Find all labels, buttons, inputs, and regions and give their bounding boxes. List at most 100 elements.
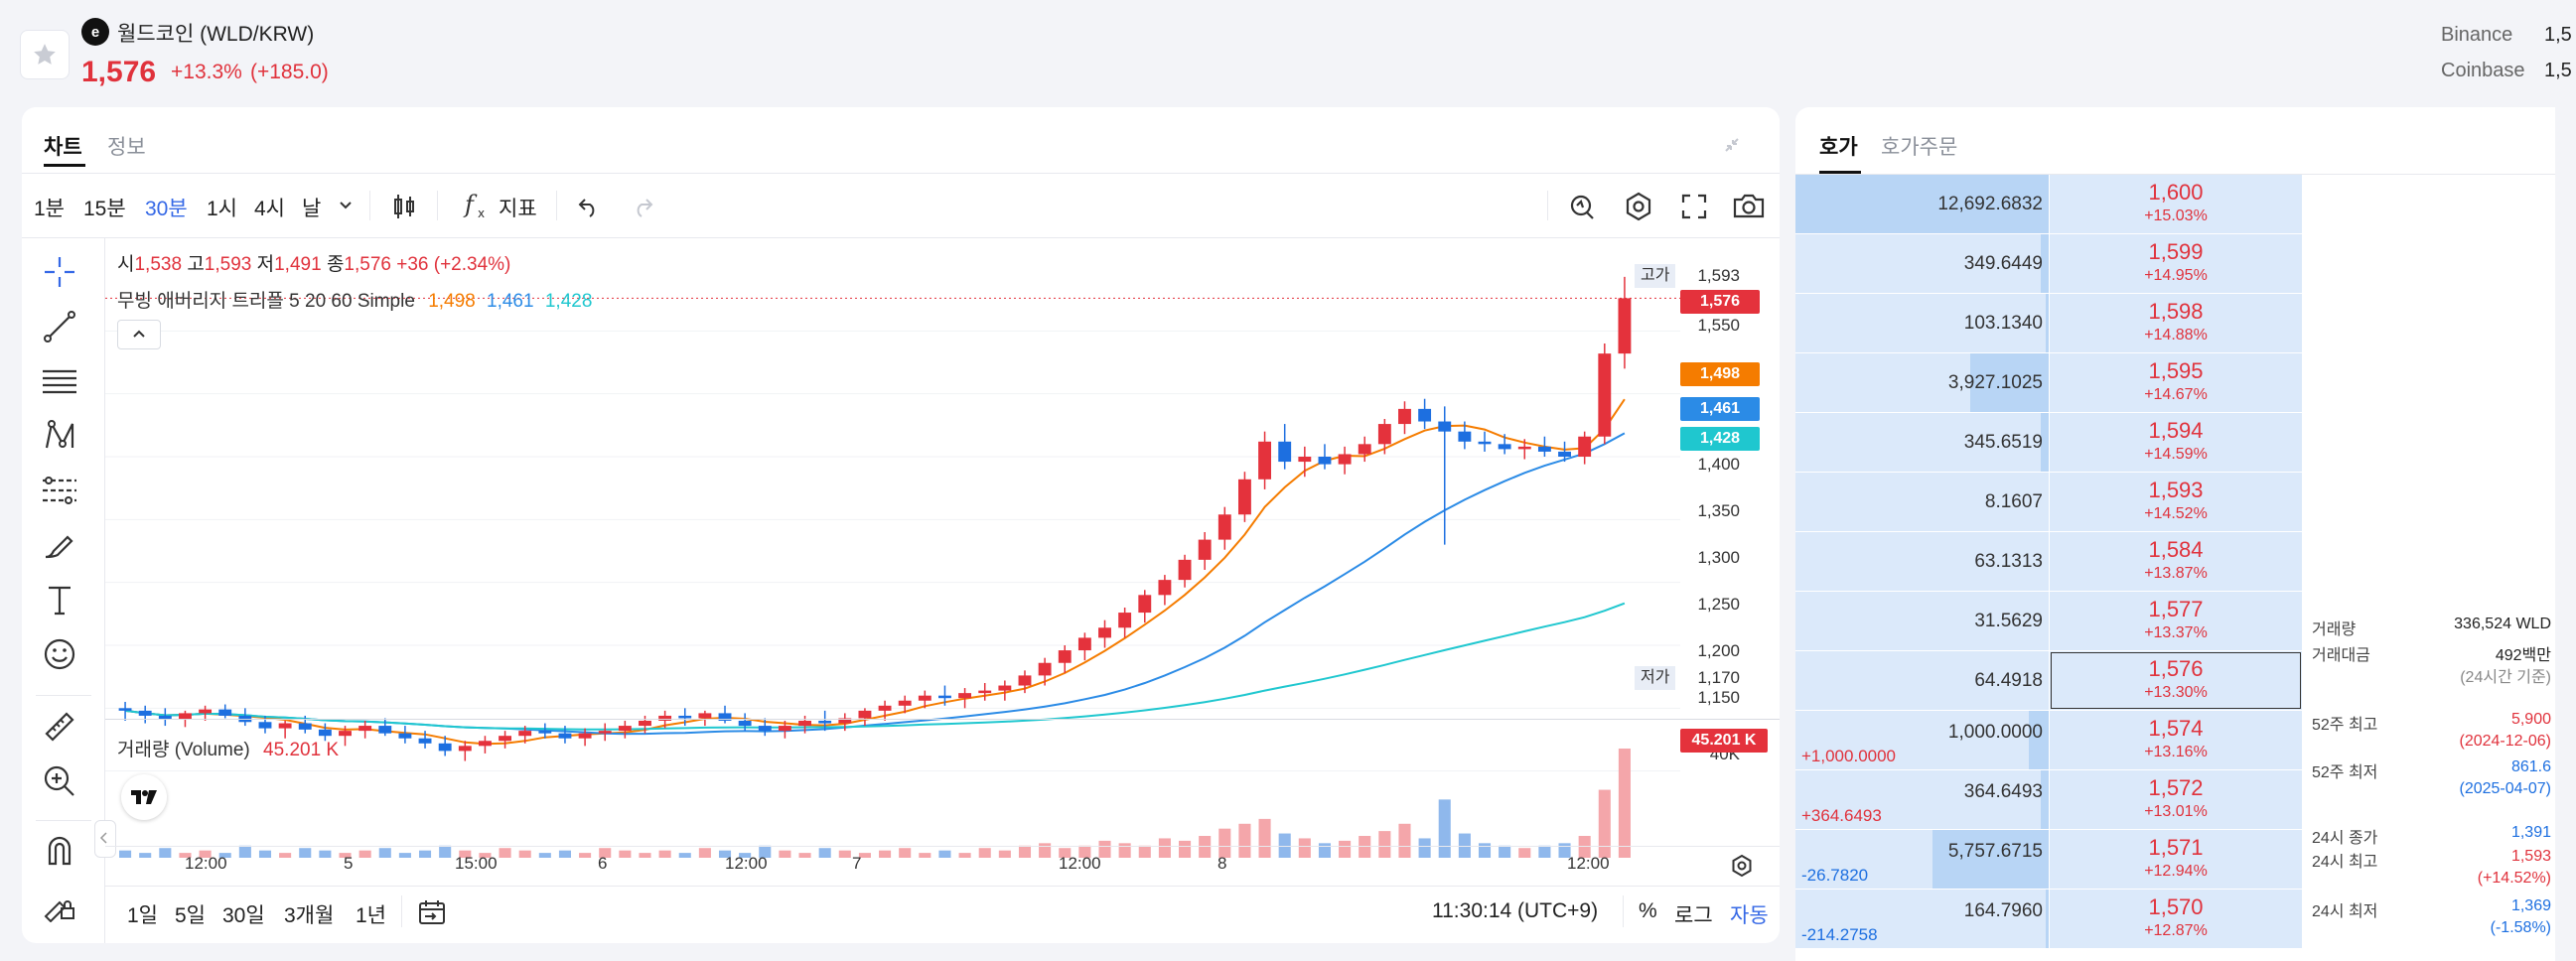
collapse-tools-button[interactable] [94,820,116,858]
range-1y[interactable]: 1년 [356,904,386,927]
orderbook-row[interactable]: 63.1313 1,584 +13.87% [1795,532,2555,592]
auto-toggle[interactable]: 자동 [1730,904,1769,927]
orderbook-row[interactable]: 349.6449 1,599 +14.95% [1795,234,2555,294]
range-1d[interactable]: 1일 [127,904,158,927]
indicator-button[interactable]: 지표 [499,198,537,220]
camera-icon[interactable] [1732,191,1766,225]
chevron-down-icon[interactable] [338,197,354,217]
volume-bar [538,853,551,858]
orderbook-row[interactable]: 164.7960 -214.2758 1,570 +12.87% [1795,890,2555,949]
orderbook-price-cell[interactable]: 1,570 +12.87% [2050,890,2302,948]
axis-settings-icon[interactable] [1730,854,1754,883]
settings-hexagon-icon[interactable] [1623,191,1654,227]
stat-label: 24시 종가 [2312,830,2378,847]
range-3m[interactable]: 3개월 [284,904,335,927]
collapse-legend-button[interactable] [117,320,161,349]
favorite-star-button[interactable] [20,30,70,79]
fullscreen-icon[interactable] [1680,193,1708,225]
collapse-icon[interactable] [1722,135,1742,160]
candle-body [1118,613,1132,628]
orderbook-price-cell[interactable]: 1,574 +13.16% [2050,711,2302,769]
volume-bar [1258,818,1271,858]
candle-body [858,710,872,719]
orderbook-row[interactable]: 12,692.6832 1,600 +15.03% [1795,175,2555,234]
orderbook-price-cell[interactable]: 1,593 +14.52% [2050,473,2302,531]
tab-chart[interactable]: 차트 [44,136,82,159]
volume-bar [1359,836,1371,858]
go-to-date-icon[interactable] [417,897,447,932]
trend-line-icon[interactable] [40,307,79,346]
orderbook-row[interactable]: 1,000.0000 +1,000.0000 1,574 +13.16% [1795,711,2555,770]
orderbook-row[interactable]: 103.1340 1,598 +14.88% [1795,294,2555,353]
orderbook-price-cell[interactable]: 1,572 +13.01% [2050,770,2302,829]
orderbook-price-cell[interactable]: 1,598 +14.88% [2050,294,2302,352]
volume-bar [459,850,472,858]
orderbook-qty-change: -214.2758 [1801,925,1878,944]
quick-search-icon[interactable] [1567,191,1599,227]
volume-bar [1458,833,1471,858]
undo-icon[interactable] [576,195,602,223]
orderbook-row[interactable]: 5,757.6715 -26.7820 1,571 +12.94% [1795,830,2555,890]
horizontal-lines-icon[interactable] [40,361,79,401]
brush-icon[interactable] [40,525,79,565]
volume-bar [558,850,571,858]
orderbook-price: 1,572 [2148,775,2204,800]
interval-15m[interactable]: 15분 [83,198,126,220]
orderbook-price-cell[interactable]: 1,576 +13.30% [2050,651,2302,710]
stat-value: 1,593 [2510,848,2551,865]
zoom-in-icon[interactable] [40,761,79,801]
tab-info[interactable]: 정보 [107,136,146,159]
interval-1h[interactable]: 1시 [207,198,237,220]
orderbook-price-cell[interactable]: 1,584 +13.87% [2050,532,2302,591]
candle-body [318,729,332,737]
range-30d[interactable]: 30일 [222,904,265,927]
percent-toggle[interactable]: % [1639,899,1657,922]
candle-body [618,726,632,732]
pattern-icon[interactable] [40,416,79,456]
emoji-icon[interactable] [40,634,79,674]
volume-bar [1578,836,1591,858]
interval-day[interactable]: 날 [302,198,322,220]
range-5d[interactable]: 5일 [175,904,206,927]
orderbook-price-cell[interactable]: 1,571 +12.94% [2050,830,2302,889]
magnet-icon[interactable] [40,830,79,870]
log-toggle[interactable]: 로그 [1674,904,1713,927]
interval-4h[interactable]: 4시 [254,198,285,220]
candle-body [358,726,372,732]
lock-drawing-icon[interactable] [40,885,79,924]
candle-body [598,731,612,734]
orderbook-price-cell[interactable]: 1,599 +14.95% [2050,234,2302,293]
tradingview-logo-icon[interactable] [121,774,167,820]
tab-orderbook[interactable]: 호가 [1819,136,1858,159]
text-tool-icon[interactable] [40,580,79,619]
orderbook-price-cell[interactable]: 1,600 +15.03% [2050,175,2302,233]
orderbook-row[interactable]: 364.6493 +364.6493 1,572 +13.01% [1795,770,2555,830]
volume-bar [1059,848,1072,858]
star-icon [34,44,56,65]
orderbook-row[interactable]: 31.5629 1,577 +13.37% [1795,592,2555,651]
volume-value: 45.201 K [263,740,340,760]
interval-1m[interactable]: 1분 [34,198,65,220]
orderbook-row[interactable]: 345.6519 1,594 +14.59% [1795,413,2555,473]
orderbook-row[interactable]: 3,927.1025 1,595 +14.67% [1795,353,2555,413]
tab-order-entry[interactable]: 호가주문 [1881,136,1958,159]
fib-retracement-icon[interactable] [40,471,79,510]
orderbook-price-cell[interactable]: 1,594 +14.59% [2050,413,2302,472]
orderbook-price-cell[interactable]: 1,577 +13.37% [2050,592,2302,650]
orderbook-row[interactable]: 64.4918 1,576 +13.30% [1795,651,2555,711]
candle-body [838,718,852,724]
orderbook-price-cell[interactable]: 1,595 +14.67% [2050,353,2302,412]
crosshair-icon[interactable] [40,252,79,292]
orderbook-row[interactable]: 8.1607 1,593 +14.52% [1795,473,2555,532]
price-chart[interactable] [105,238,1780,868]
candle-body [1558,451,1571,457]
tab-underline [1819,171,1861,174]
candle-type-icon[interactable] [391,193,417,225]
stat-value: 1,391 [2510,824,2551,841]
clock-timezone[interactable]: 11:30:14 (UTC+9) [1432,899,1599,922]
ruler-icon[interactable] [40,707,79,747]
interval-30m[interactable]: 30분 [145,198,188,220]
redo-icon[interactable] [630,195,655,223]
depth-bar [2041,413,2049,472]
